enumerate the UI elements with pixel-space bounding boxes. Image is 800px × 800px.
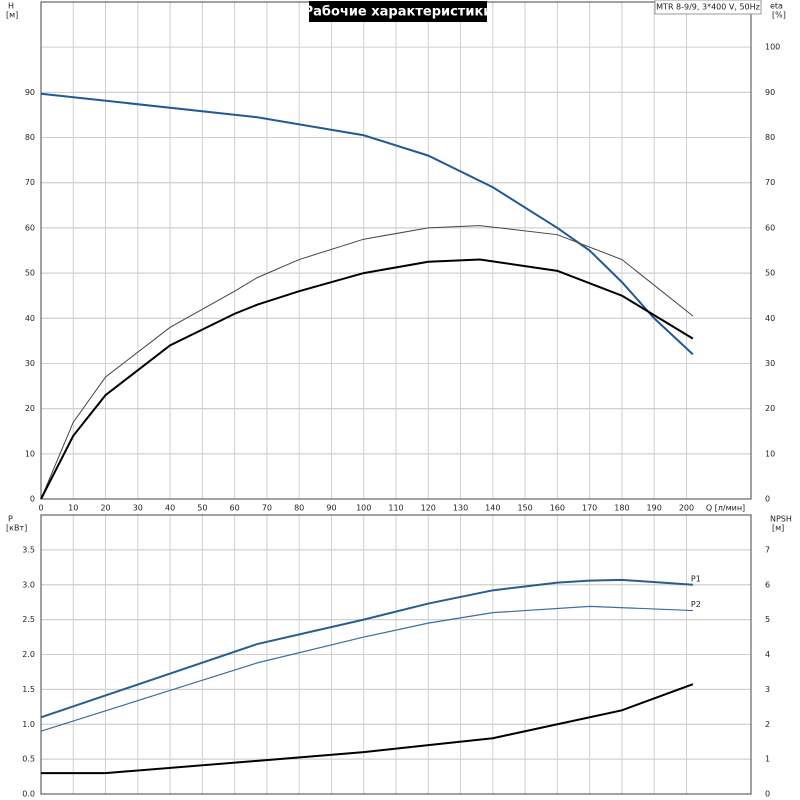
y-tick-label: 40: [25, 314, 35, 323]
y-tick-label: 60: [25, 223, 35, 232]
series-label: P2: [691, 600, 701, 609]
x-tick-label: 180: [614, 504, 629, 513]
x-tick-label: 80: [294, 504, 304, 513]
curve: [40, 225, 694, 500]
y2-tick-label: 0: [765, 790, 770, 799]
y-tick-label: 1.0: [22, 720, 35, 729]
x-tick-label: 170: [582, 504, 597, 513]
y2-tick-label: 70: [765, 178, 775, 187]
model-box: [654, 0, 762, 15]
x-tick-label: 50: [197, 504, 207, 513]
y-axis-label: P: [8, 515, 13, 524]
series-label: P1: [691, 574, 701, 583]
x-tick-label: 90: [326, 504, 336, 513]
y2-axis-label: eta: [770, 2, 783, 11]
y-axis-label: H: [8, 2, 14, 11]
x-tick-label: 140: [485, 504, 500, 513]
y-tick-label: 90: [25, 88, 35, 97]
y2-tick-label: 10: [765, 449, 775, 458]
x-tick-label: 120: [421, 504, 436, 513]
x-tick-label: 150: [517, 504, 532, 513]
y2-tick-label: 40: [765, 314, 775, 323]
y2-axis-unit: [%]: [772, 11, 786, 20]
y-tick-label: 50: [25, 269, 35, 278]
x-tick-label: 30: [133, 504, 143, 513]
y2-tick-label: 100: [765, 43, 780, 52]
y2-tick-label: 20: [765, 404, 775, 413]
y2-tick-label: 60: [765, 223, 775, 232]
x-tick-label: 70: [262, 504, 272, 513]
y-tick-label: 70: [25, 178, 35, 187]
curve: [40, 578, 693, 719]
curve: [40, 258, 694, 500]
y-tick-label: 0: [30, 495, 35, 504]
x-tick-label: 110: [388, 504, 403, 513]
y2-tick-label: 90: [765, 88, 775, 97]
model-label: MTR 8-9/9, 3*400 V, 50Hz: [656, 3, 760, 12]
y-tick-label: 2.5: [22, 615, 35, 624]
y2-tick-label: 2: [765, 720, 770, 729]
x-tick-label: 190: [647, 504, 662, 513]
x-axis-label: Q [л/мин]: [706, 504, 745, 513]
y2-tick-label: 3: [765, 685, 770, 694]
y2-tick-label: 80: [765, 133, 775, 142]
x-tick-label: 130: [453, 504, 468, 513]
y2-tick-label: 6: [765, 580, 770, 589]
y-tick-label: 20: [25, 404, 35, 413]
y2-tick-label: 30: [765, 359, 775, 368]
y-tick-label: 0.5: [22, 755, 35, 764]
curve: [40, 92, 694, 356]
x-tick-label: 0: [38, 504, 43, 513]
x-tick-label: 40: [165, 504, 175, 513]
y2-tick-label: 5: [765, 615, 770, 624]
y2-tick-label: 0: [765, 495, 770, 504]
curve: [41, 683, 694, 775]
y-tick-label: 80: [25, 133, 35, 142]
y2-tick-label: 50: [765, 269, 775, 278]
y-tick-label: 10: [25, 449, 35, 458]
y-axis-unit: [м]: [6, 11, 18, 20]
title-box: [309, 1, 487, 22]
chart-title: Рабочие характеристики: [304, 5, 493, 20]
y-tick-label: 2.0: [22, 650, 35, 659]
y-tick-label: 3.0: [22, 580, 35, 589]
y-tick-label: 30: [25, 359, 35, 368]
y2-tick-label: 1: [765, 755, 770, 764]
x-tick-label: 160: [550, 504, 565, 513]
y-tick-label: 0.0: [22, 790, 35, 799]
y2-tick-label: 7: [765, 545, 770, 554]
y2-axis-unit: [м]: [772, 524, 784, 533]
y-tick-label: 1.5: [22, 685, 35, 694]
x-tick-label: 10: [68, 504, 78, 513]
x-tick-label: 100: [356, 504, 371, 513]
y2-tick-label: 4: [765, 650, 770, 659]
x-tick-label: 20: [100, 504, 110, 513]
y-tick-label: 3.5: [22, 545, 35, 554]
plot-frame: [40, 514, 752, 795]
x-tick-label: 200: [679, 504, 694, 513]
curve: [40, 605, 693, 732]
y-axis-unit: [кВт]: [6, 524, 27, 533]
y2-axis-label: NPSH: [770, 515, 792, 524]
x-tick-label: 60: [230, 504, 240, 513]
